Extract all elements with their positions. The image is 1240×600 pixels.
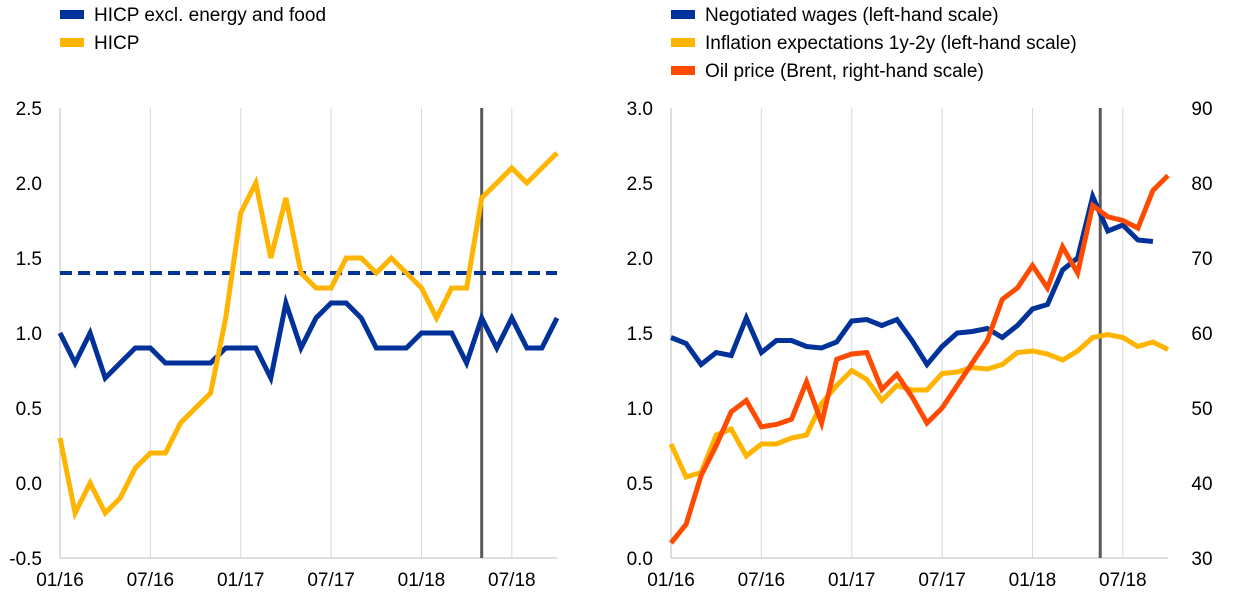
y-right-tick-label: 40 bbox=[1191, 474, 1212, 495]
series-line-oil-price-brent-right-hand-scale bbox=[669, 173, 1170, 545]
series-line-negotiated-wages-left-hand-scale bbox=[670, 188, 1154, 369]
legend-swatch bbox=[671, 38, 695, 47]
y-tick-label: -0.5 bbox=[9, 549, 42, 570]
legend-entry: HICP bbox=[94, 33, 139, 54]
x-tick-label: 01/17 bbox=[217, 570, 265, 591]
y-right-tick-label: 60 bbox=[1191, 324, 1212, 345]
x-tick-label: 07/18 bbox=[1099, 570, 1147, 591]
y-tick-label: 0.5 bbox=[16, 399, 42, 420]
y-tick-label: 1.5 bbox=[627, 324, 653, 345]
x-tick-label: 07/17 bbox=[307, 570, 355, 591]
legend-entry: Inflation expectations 1y-2y (left-hand … bbox=[705, 33, 1077, 54]
legend-swatch bbox=[671, 10, 695, 19]
x-tick-label: 01/16 bbox=[36, 570, 84, 591]
legend-entry: HICP excl. energy and food bbox=[94, 5, 326, 26]
y-tick-label: 0.5 bbox=[627, 474, 653, 495]
legend-swatch bbox=[671, 66, 695, 75]
x-tick-label: 07/18 bbox=[488, 570, 536, 591]
series-line-hicp-excl-energy-and-food bbox=[57, 293, 560, 386]
y-right-tick-label: 80 bbox=[1191, 174, 1212, 195]
chart-panel-2: 0.0 0.5 1.0 1.5 2.0 2.5 3.0 30 40 50 60 70 80 90 01/16… bbox=[627, 5, 1213, 591]
y-tick-label: 0.0 bbox=[16, 474, 42, 495]
legend-swatch bbox=[60, 38, 84, 47]
y-right-tick-label: 30 bbox=[1191, 549, 1212, 570]
x-tick-label: 07/17 bbox=[918, 570, 966, 591]
y-tick-label: 2.0 bbox=[627, 249, 653, 270]
y-tick-label: 2.5 bbox=[627, 174, 653, 195]
y-tick-label: 0.0 bbox=[627, 549, 653, 570]
x-tick-label: 01/18 bbox=[1009, 570, 1057, 591]
y-tick-label: 2.5 bbox=[16, 99, 42, 120]
y-tick-label: 3.0 bbox=[627, 99, 653, 120]
x-tick-label: 07/16 bbox=[127, 570, 175, 591]
y-tick-label: 1.0 bbox=[627, 399, 653, 420]
legend-entry: Oil price (Brent, right-hand scale) bbox=[705, 61, 984, 82]
series-line-hicp bbox=[57, 151, 559, 521]
x-tick-label: 01/17 bbox=[828, 570, 876, 591]
x-tick-label: 01/16 bbox=[647, 570, 695, 591]
y-right-tick-label: 50 bbox=[1191, 399, 1212, 420]
x-tick-label: 07/16 bbox=[738, 570, 786, 591]
legend-entry: Negotiated wages (left-hand scale) bbox=[705, 5, 999, 26]
y-tick-label: 1.5 bbox=[16, 249, 42, 270]
y-right-tick-label: 70 bbox=[1191, 249, 1212, 270]
y-tick-label: 2.0 bbox=[16, 174, 42, 195]
x-tick-label: 01/18 bbox=[398, 570, 446, 591]
y-right-tick-label: 90 bbox=[1191, 99, 1212, 120]
chart-panel-1: -0.5 0.0 0.5 1.0 1.5 2.0 2.5 01/16 07/16 01/17 07/… bbox=[9, 5, 560, 591]
series-line-inflation-expectations-1y-2y-left-hand-scale bbox=[668, 331, 1170, 481]
y-tick-label: 1.0 bbox=[16, 324, 42, 345]
legend-swatch bbox=[60, 10, 84, 19]
